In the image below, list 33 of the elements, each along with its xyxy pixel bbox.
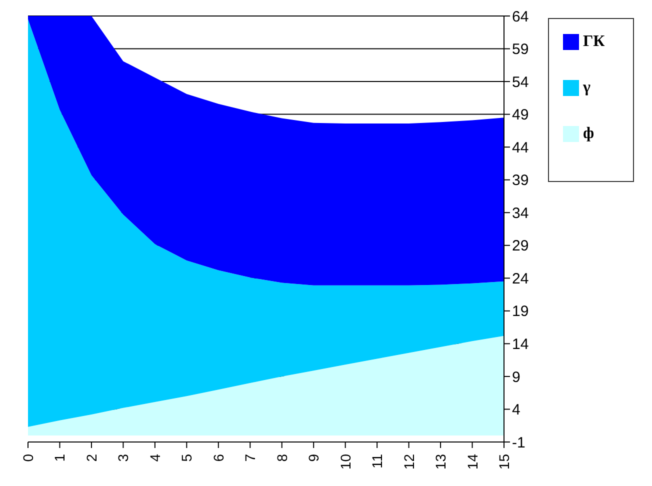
x-tick-label: 12 (400, 454, 417, 470)
y-tick-label: 4 (512, 402, 520, 419)
x-tick-label: 1 (52, 454, 68, 462)
y-tick-label: 19 (512, 303, 529, 320)
y-tick-label: 64 (512, 8, 529, 26)
x-tick-label: 2 (83, 454, 100, 462)
x-tick-label: 9 (306, 454, 322, 462)
y-tick-label: 49 (512, 106, 529, 124)
y-tick-label: 29 (512, 238, 529, 255)
x-tick-label: 13 (432, 454, 449, 470)
y-tick-label: 24 (512, 270, 529, 288)
x-tick-label: 10 (337, 454, 354, 470)
x-tick-label: 5 (178, 454, 195, 462)
x-tick-label: 8 (274, 454, 290, 462)
y-tick-label: 34 (512, 204, 529, 222)
x-tick-label: 0 (20, 454, 36, 462)
x-tick-label: 11 (369, 454, 386, 469)
x-tick-label: 6 (210, 454, 226, 462)
x-tick-label: 3 (115, 454, 132, 462)
legend-label: ГК (583, 33, 605, 51)
y-tick-label: 54 (512, 74, 529, 91)
legend-label: γ (583, 79, 590, 97)
x-tick-label: 14 (464, 454, 480, 470)
y-tick-label: 44 (512, 139, 529, 156)
y-tick-label: 9 (512, 368, 520, 386)
legend-label: ф (583, 125, 594, 143)
x-tick-label: 15 (496, 454, 512, 470)
y-tick-label: 59 (512, 41, 529, 58)
y-tick-label: 14 (512, 336, 529, 354)
y-tick-label: 39 (512, 172, 529, 190)
x-tick-label: 7 (242, 454, 258, 462)
y-tick-label: -1 (512, 434, 526, 452)
x-tick-label: 4 (146, 454, 163, 462)
